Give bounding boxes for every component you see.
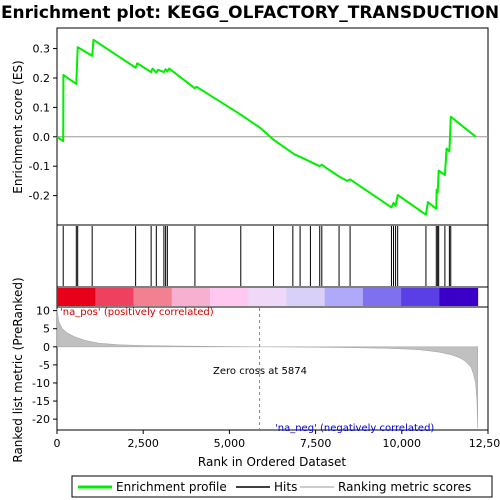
x-tick-label: 7,500 bbox=[300, 437, 332, 450]
ranking-metric-area bbox=[56, 308, 478, 429]
zero-cross-label: Zero cross at 5874 bbox=[213, 366, 307, 377]
neg-correlated-label: 'na_neg' (negatively correlated) bbox=[275, 423, 434, 434]
es-y-axis: -0.2 -0.1 0.0 0.1 0.2 0.3 bbox=[29, 43, 57, 203]
gradient-segment bbox=[324, 288, 364, 306]
metric-y-tick-label: -15 bbox=[32, 395, 50, 408]
gradient-segment bbox=[133, 288, 173, 306]
es-y-tick-label: -0.2 bbox=[29, 190, 50, 203]
x-tick-label: 2,500 bbox=[127, 437, 159, 450]
gradient-segment bbox=[248, 288, 287, 306]
ranking-metric-fill bbox=[56, 308, 478, 429]
gradient-segment bbox=[95, 288, 134, 306]
gradient-segment bbox=[171, 288, 211, 306]
es-y-tick-label: 0.2 bbox=[33, 72, 51, 85]
enrichment-profile-line bbox=[56, 38, 477, 216]
metric-y-tick-label: -20 bbox=[32, 413, 50, 426]
legend-enrichment-label: Enrichment profile bbox=[116, 480, 227, 494]
metric-y-tick-label: -5 bbox=[39, 359, 50, 372]
rank-gradient-bar bbox=[57, 288, 479, 306]
es-y-tick-label: 0.1 bbox=[33, 101, 51, 114]
x-axis: 0 2,500 5,000 7,500 10,000 12,500 bbox=[54, 430, 500, 450]
legend-metric-label: Ranking metric scores bbox=[338, 480, 471, 494]
pos-correlated-label: 'na_pos' (positively correlated) bbox=[60, 307, 214, 318]
metric-y-tick-label: 5 bbox=[43, 323, 50, 336]
hit-marks bbox=[62, 226, 452, 286]
metric-y-tick-label: -10 bbox=[32, 377, 50, 390]
gradient-segment bbox=[209, 288, 249, 306]
gradient-segment bbox=[362, 288, 402, 306]
hits-panel-frame bbox=[56, 224, 489, 288]
metric-y-tick-label: 10 bbox=[36, 305, 50, 318]
gradient-segment bbox=[401, 288, 440, 306]
x-tick-label: 0 bbox=[54, 437, 61, 450]
legend-hits-label: Hits bbox=[274, 480, 297, 494]
es-series-path bbox=[56, 38, 477, 216]
metric-y-tick-label: 0 bbox=[43, 341, 50, 354]
x-tick-label: 5,000 bbox=[214, 437, 246, 450]
metric-y-axis-label: Ranked list metric (PreRanked) bbox=[11, 277, 25, 462]
es-y-tick-label: 0.0 bbox=[33, 131, 51, 144]
es-y-axis-label: Enrichment score (ES) bbox=[11, 60, 25, 193]
x-tick-label: 10,000 bbox=[383, 437, 422, 450]
es-y-tick-label: -0.1 bbox=[29, 160, 50, 173]
legend-box bbox=[71, 475, 493, 498]
gradient-segment bbox=[439, 288, 479, 306]
metric-y-axis: -20 -15 -10 -5 0 5 10 bbox=[32, 305, 57, 426]
x-tick-label: 12,500 bbox=[469, 437, 500, 450]
gradient-segment bbox=[286, 288, 326, 306]
x-axis-label: Rank in Ordered Dataset bbox=[198, 455, 346, 469]
gradient-segment bbox=[57, 288, 96, 306]
chart-title: Enrichment plot: KEGG_OLFACTORY_TRANSDUC… bbox=[1, 3, 499, 23]
es-panel-frame bbox=[56, 27, 489, 226]
es-y-tick-label: 0.3 bbox=[33, 43, 51, 56]
metric-panel-frame bbox=[56, 306, 489, 431]
